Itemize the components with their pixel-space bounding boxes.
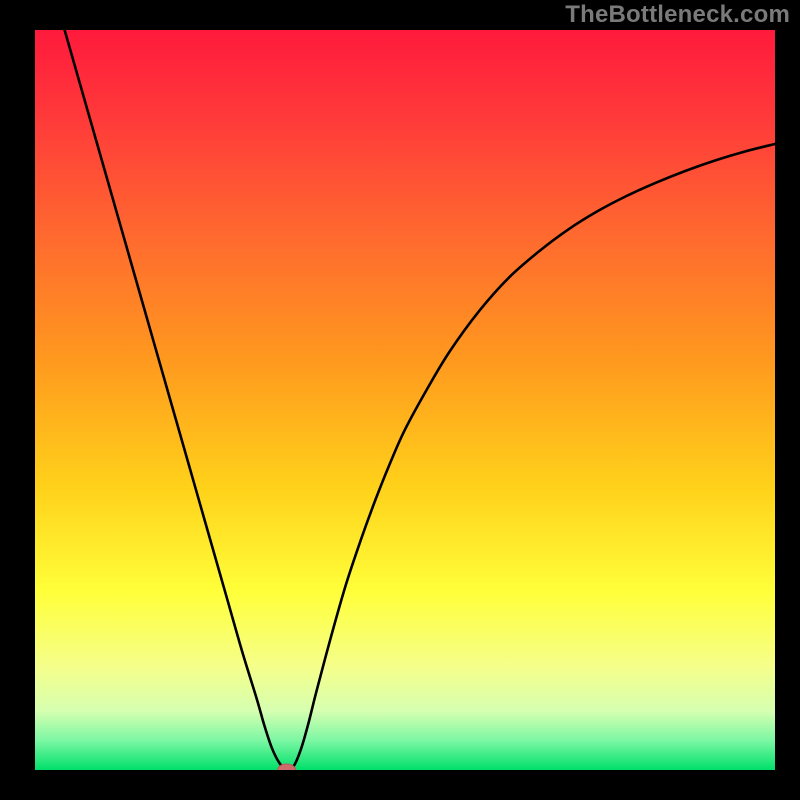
watermark-text: TheBottleneck.com xyxy=(565,0,790,30)
chart-frame: TheBottleneck.com xyxy=(0,0,800,800)
chart-svg xyxy=(35,30,775,770)
plot-area xyxy=(35,30,775,770)
gradient-background xyxy=(35,30,775,770)
